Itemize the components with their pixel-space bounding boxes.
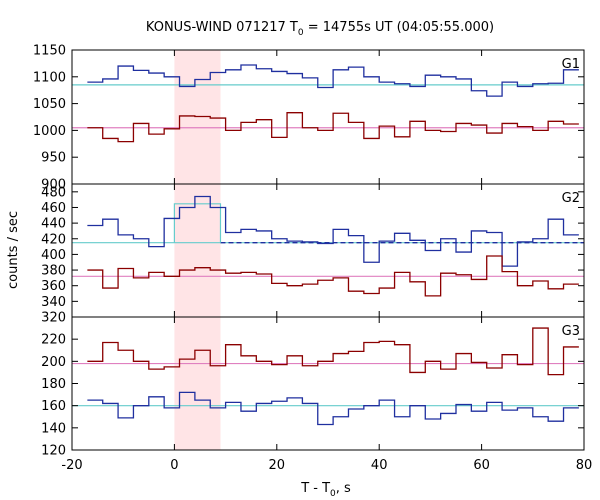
histogram-upper [87,391,579,426]
x-tick-label: 20 [269,458,286,473]
chart-title: KONUS-WIND 071217 T0 = 14755s UT (04:05:… [146,20,494,38]
y-tick-label: 320 [41,311,66,326]
histogram-lower [87,327,579,376]
histogram-lower [87,112,579,143]
y-tick-label: 200 [41,355,66,370]
panel-frame [71,183,585,318]
x-axis-label-rest: , s [336,481,351,496]
y-tick-label: 180 [41,377,66,392]
histogram-upper [87,64,579,97]
y-tick-label: 480 [41,185,66,200]
y-axis-label: counts / sec [6,211,21,289]
y-tick-label: 1000 [33,124,66,139]
y-tick-label: 460 [41,201,66,216]
x-tick-label: 80 [576,458,593,473]
plot-area: 9009501000105011001150G13203403603804004… [33,44,592,474]
y-tick-label: 360 [41,279,66,294]
panel-g3: 120 140 160 180 200 220 G3 [41,316,585,459]
histogram-upper [87,195,579,267]
y-tick-label: 1050 [33,97,66,112]
y-tick-label: 1150 [33,44,66,59]
burst-model-level [173,203,222,243]
chart-title-main: KONUS-WIND 071217 T [146,20,298,35]
y-tick-label: 1100 [33,70,66,85]
y-tick-label: 140 [41,421,66,436]
panel-label-g2: G2 [562,191,580,206]
x-axis-label-main: T - T [300,481,330,496]
x-tick-label: 0 [170,458,178,473]
histogram-lower [87,255,579,297]
panel-label-g1: G1 [562,57,580,72]
y-tick-label: 340 [41,295,66,310]
y-tick-label: 900 [41,178,66,193]
burst-interval-highlight [174,50,221,450]
y-tick-label: 950 [41,151,66,166]
chart-title-subscript: 0 [298,28,304,38]
y-tick-label: 220 [41,333,66,348]
panel-frame [71,316,585,451]
panel-g1: 900 950 1000 1050 1100 1150 G1 [33,44,585,193]
chart-title-rest: = 14755s UT (04:05:55.000) [304,20,494,35]
x-tick-label: -20 [61,458,82,473]
x-tick-label: 40 [371,458,388,473]
x-axis-label: T - T0, s [300,481,351,499]
y-tick-label: 420 [41,232,66,247]
y-tick-label: 120 [41,444,66,459]
panel-label-g3: G3 [562,324,580,339]
y-tick-label: 400 [41,248,66,263]
y-tick-label: 440 [41,217,66,232]
x-axis-label-subscript: 0 [330,489,336,499]
x-tick-label: 60 [473,458,490,473]
y-tick-label: 160 [41,399,66,414]
y-tick-label: 380 [41,264,66,279]
